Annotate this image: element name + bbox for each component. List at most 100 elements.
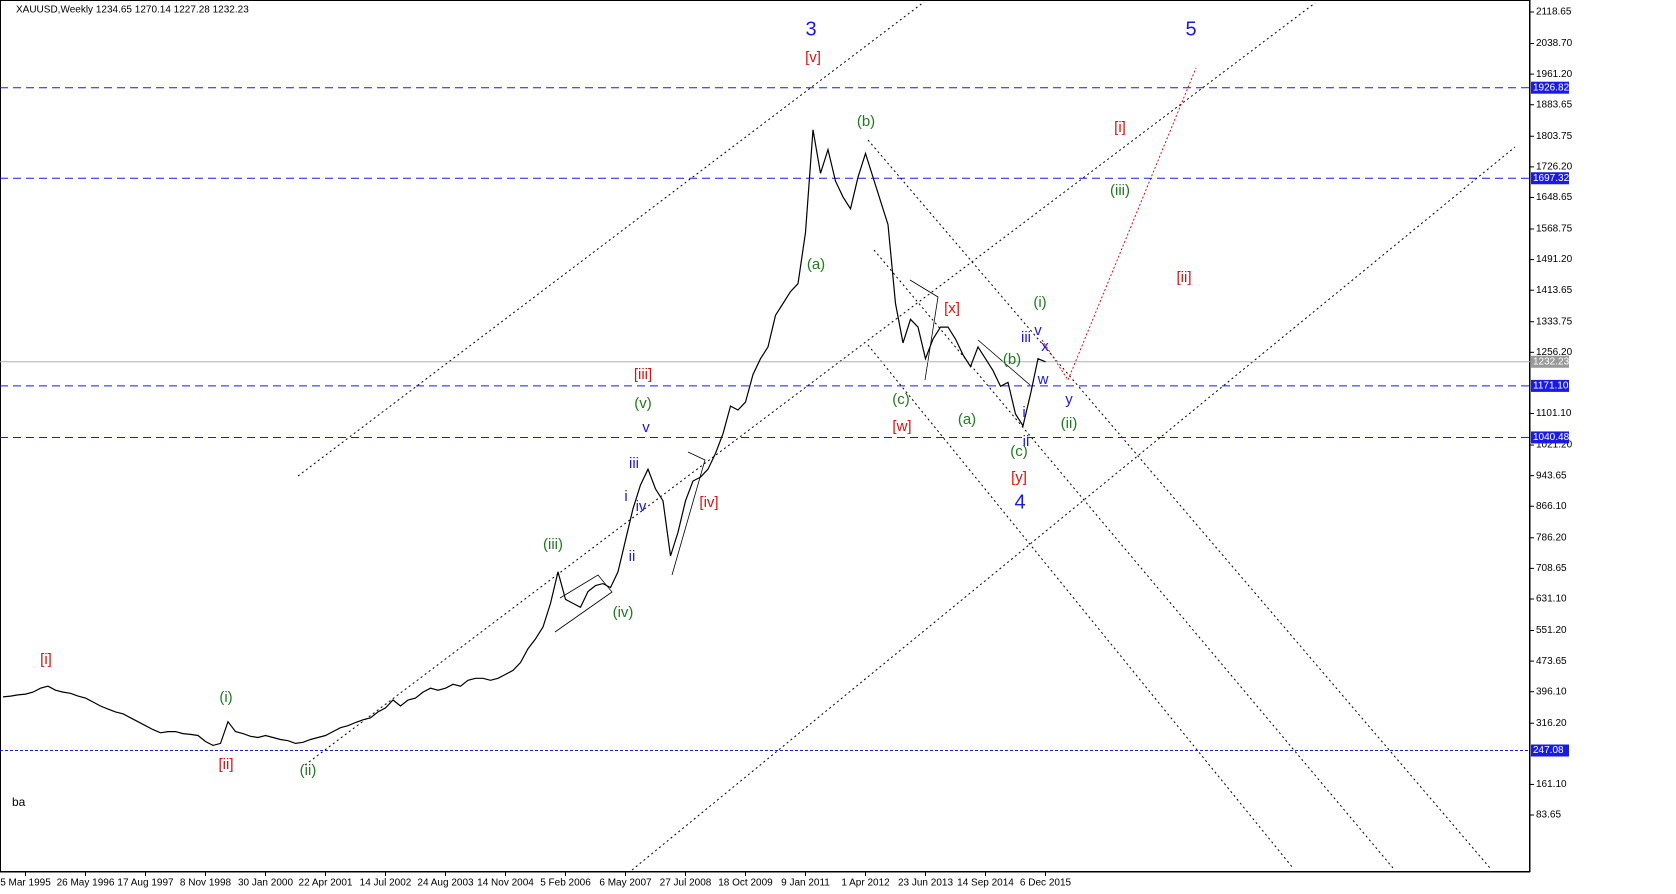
wave-label: (ii) bbox=[1061, 415, 1078, 432]
wave-label: y bbox=[1065, 391, 1073, 408]
price-line bbox=[2, 129, 1046, 747]
wave-label: [iii] bbox=[634, 366, 652, 383]
x-tick-label: 27 Jul 2008 bbox=[660, 878, 712, 889]
y-tick-label: 316.20 bbox=[1536, 718, 1567, 729]
x-tick-label: 22 Apr 2001 bbox=[299, 878, 353, 889]
wave-label: (iii) bbox=[543, 536, 563, 553]
x-tick-label: 14 Sep 2014 bbox=[957, 878, 1014, 889]
x-tick-label: 9 Jan 2011 bbox=[781, 878, 830, 889]
wave-label: [y] bbox=[1011, 469, 1027, 486]
x-tick-label: 8 Nov 1998 bbox=[180, 878, 232, 889]
y-tick-label: 1491.20 bbox=[1536, 254, 1573, 265]
wave-label: [iv] bbox=[699, 494, 718, 511]
wave-label: (iii) bbox=[1110, 182, 1130, 199]
wave-label: i bbox=[624, 488, 627, 505]
level-label: 1926.82 bbox=[1533, 82, 1570, 93]
wave-label: (c) bbox=[1010, 443, 1028, 460]
wave-label: 3 bbox=[805, 18, 816, 40]
trend-line bbox=[297, 1, 925, 477]
current-price-label: 1232.23 bbox=[1533, 356, 1570, 367]
wave-label: [i] bbox=[40, 651, 52, 668]
y-tick-label: 708.65 bbox=[1536, 563, 1567, 574]
wave-label: v bbox=[1034, 322, 1042, 339]
wave-label: ii bbox=[1023, 433, 1030, 450]
wave-label: [w] bbox=[892, 418, 911, 435]
wave-label: w bbox=[1037, 371, 1049, 388]
wave-label: 5 bbox=[1185, 18, 1196, 40]
x-tick-label: 6 Dec 2015 bbox=[1020, 878, 1072, 889]
pattern-line bbox=[977, 339, 1031, 386]
x-tick-label: 5 Mar 1995 bbox=[0, 878, 51, 889]
level-label: 1171.10 bbox=[1533, 381, 1569, 392]
x-tick-label: 1 Apr 2012 bbox=[841, 878, 890, 889]
wave-label: (iv) bbox=[613, 604, 634, 621]
y-tick-label: 631.10 bbox=[1536, 594, 1567, 605]
wave-label: (b) bbox=[857, 113, 875, 130]
trend-lines bbox=[297, 1, 1516, 871]
y-tick-label: 786.20 bbox=[1536, 532, 1567, 543]
wave-label: iii bbox=[1021, 329, 1031, 346]
corner-text: ba bbox=[12, 795, 26, 809]
wave-label: iii bbox=[629, 455, 639, 472]
y-tick-label: 1333.75 bbox=[1536, 316, 1573, 327]
current-price-box bbox=[1531, 355, 1569, 368]
wave-label: (c) bbox=[892, 391, 910, 408]
y-tick-label: 396.10 bbox=[1536, 686, 1567, 697]
wave-label: (i) bbox=[1033, 294, 1046, 311]
wave-label: iv bbox=[636, 498, 647, 515]
pattern-line bbox=[554, 574, 613, 633]
wave-label: [ii] bbox=[219, 756, 234, 773]
wave-label: [x] bbox=[944, 300, 960, 317]
wave-label: [v] bbox=[805, 49, 821, 66]
trend-line bbox=[867, 344, 1294, 869]
x-tick-label: 14 Jul 2002 bbox=[360, 878, 412, 889]
wave-label: ii bbox=[629, 548, 636, 565]
trend-line bbox=[304, 2, 1316, 766]
x-tick-label: 24 Aug 2003 bbox=[417, 878, 474, 889]
x-tick-label: 18 Oct 2009 bbox=[718, 878, 773, 889]
y-tick-label: 161.10 bbox=[1536, 779, 1567, 790]
level-label-box bbox=[1531, 379, 1569, 392]
wave-label: v bbox=[642, 419, 650, 436]
y-tick-label: 1568.75 bbox=[1536, 224, 1573, 235]
level-label-box bbox=[1531, 81, 1569, 94]
y-tick-label: 1726.20 bbox=[1536, 162, 1573, 173]
y-tick-label: 866.10 bbox=[1536, 501, 1567, 512]
y-tick-label: 943.65 bbox=[1536, 470, 1567, 481]
x-tick-label: 14 Nov 2004 bbox=[477, 878, 534, 889]
y-tick-label: 2038.70 bbox=[1536, 38, 1573, 49]
y-tick-label: 1021.20 bbox=[1536, 440, 1573, 451]
y-tick-label: 1803.75 bbox=[1536, 131, 1573, 142]
wave-label: (a) bbox=[958, 411, 976, 428]
y-tick-label: 1256.20 bbox=[1536, 347, 1573, 358]
wave-label: (i) bbox=[219, 689, 232, 706]
level-label: 1697.32 bbox=[1533, 173, 1570, 184]
wave-label: i bbox=[1022, 404, 1025, 421]
y-tick-label: 83.65 bbox=[1536, 810, 1561, 821]
y-tick-label: 1883.65 bbox=[1536, 99, 1573, 110]
y-tick-label: 473.65 bbox=[1536, 656, 1567, 667]
wave-label: (v) bbox=[634, 395, 652, 412]
pattern-line bbox=[671, 451, 706, 576]
trend-line bbox=[631, 146, 1516, 871]
level-label: 1040.48 bbox=[1533, 432, 1570, 443]
level-label-box bbox=[1531, 172, 1569, 185]
wave-label: [i] bbox=[1114, 119, 1126, 136]
x-tick-label: 5 Feb 2006 bbox=[540, 878, 591, 889]
wave-label: 4 bbox=[1014, 491, 1025, 513]
y-tick-label: 1961.20 bbox=[1536, 69, 1573, 80]
chart-title: XAUUSD,Weekly 1234.65 1270.14 1227.28 12… bbox=[16, 5, 249, 16]
y-tick-label: 1648.65 bbox=[1536, 192, 1573, 203]
y-tick-label: 2118.65 bbox=[1536, 7, 1572, 18]
level-label-box bbox=[1531, 431, 1569, 444]
level-label-box bbox=[1531, 744, 1569, 757]
x-tick-label: 17 Aug 1997 bbox=[117, 878, 174, 889]
wave-label: (a) bbox=[807, 256, 825, 273]
pattern-line bbox=[909, 279, 939, 381]
x-tick-label: 23 Jun 2013 bbox=[898, 878, 953, 889]
wave-label: (ii) bbox=[300, 762, 317, 779]
y-tick-label: 551.20 bbox=[1536, 625, 1567, 636]
y-tick-label: 1413.65 bbox=[1536, 285, 1573, 296]
